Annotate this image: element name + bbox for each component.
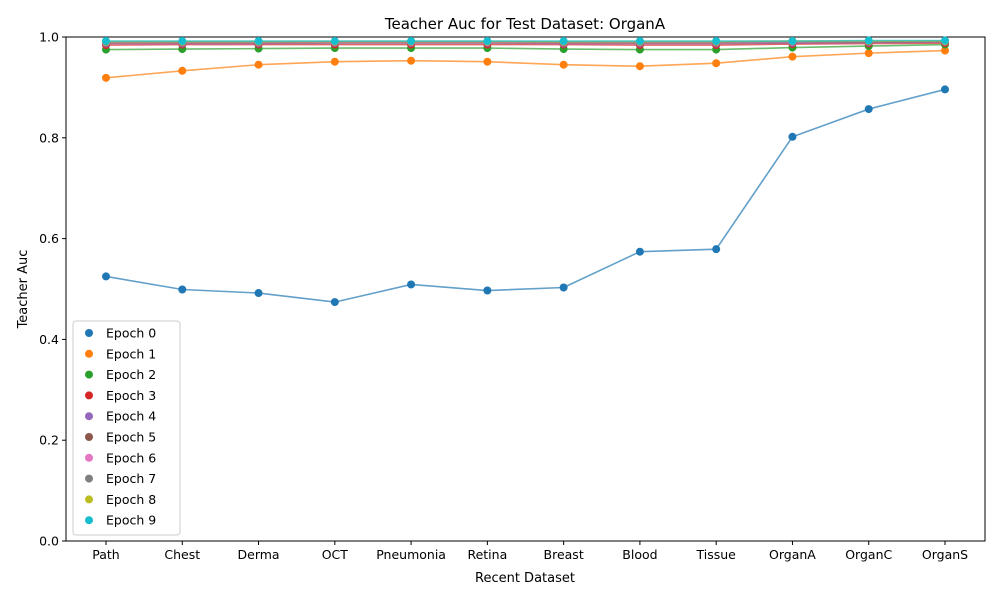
chart-title: Teacher Auc for Test Dataset: OrganA [384, 15, 666, 33]
series-line-epoch-1 [105, 49, 946, 79]
x-tick-label-breast: Breast [544, 547, 584, 562]
data-point-epoch-0 [483, 286, 492, 295]
x-tick-label-blood: Blood [622, 547, 657, 562]
data-point-epoch-1 [788, 52, 797, 61]
data-point-epoch-1 [559, 60, 568, 69]
legend-label-epoch-8: Epoch 8 [106, 492, 156, 507]
data-point-epoch-9 [941, 36, 949, 45]
legend-marker-epoch-5 [85, 433, 93, 441]
legend-label-epoch-0: Epoch 0 [106, 326, 156, 341]
y-axis-title: Teacher Auc [16, 250, 31, 330]
data-point-epoch-9 [864, 36, 873, 45]
data-point-epoch-9 [102, 37, 110, 46]
legend-marker-epoch-8 [85, 495, 93, 504]
x-tick-label-organa: OrganA [769, 547, 816, 562]
legend-marker-epoch-0 [85, 329, 93, 337]
data-point-epoch-0 [941, 85, 949, 94]
legend-marker-epoch-2 [85, 370, 93, 379]
data-point-epoch-9 [483, 37, 492, 46]
y-tick-label: 0.6 [39, 231, 59, 246]
data-point-epoch-0 [102, 272, 110, 281]
data-point-epoch-0 [407, 280, 416, 289]
legend-marker-epoch-9 [85, 516, 93, 525]
data-point-epoch-0 [635, 247, 644, 256]
data-point-epoch-9 [178, 37, 187, 46]
x-tick-label-path: Path [92, 547, 119, 562]
data-point-epoch-1 [330, 57, 339, 66]
legend-marker-epoch-6 [85, 453, 93, 462]
data-point-epoch-1 [102, 73, 110, 82]
y-tick-label: 0.0 [39, 534, 59, 549]
series-line-epoch-9 [106, 39, 945, 42]
data-point-epoch-0 [864, 105, 873, 114]
data-point-epoch-0 [178, 285, 187, 294]
plot-area: 0.0 0.2 0.4 0.6 0.8 1.0 Path Chest Derma OCT Pneum… [39, 30, 986, 562]
data-point-epoch-0 [559, 283, 568, 292]
data-point-epoch-0 [712, 245, 721, 254]
legend-label-epoch-1: Epoch 1 [106, 346, 156, 361]
data-point-epoch-1 [254, 60, 263, 69]
y-tick-label: 0.2 [39, 433, 59, 448]
x-tick-label-tissue: Tissue [695, 547, 736, 562]
legend-marker-epoch-1 [85, 349, 93, 358]
data-point-epoch-9 [712, 37, 721, 46]
x-tick-label-organs: OrganS [922, 547, 968, 562]
legend-label-epoch-4: Epoch 4 [106, 409, 156, 424]
x-tick-label-organc: OrganC [845, 547, 892, 562]
x-axis-title: Recent Dataset [475, 571, 575, 586]
legend-marker-epoch-7 [85, 474, 93, 483]
x-tick-label-retina: Retina [467, 547, 507, 562]
data-point-epoch-9 [330, 37, 339, 46]
legend-box [72, 320, 181, 536]
data-point-epoch-9 [559, 37, 568, 46]
legend-marker-epoch-4 [85, 412, 93, 421]
data-point-epoch-1 [864, 49, 873, 58]
data-point-epoch-1 [483, 57, 492, 66]
data-point-epoch-0 [788, 132, 797, 141]
x-tick-label-pneumonia: Pneumonia [376, 547, 446, 562]
data-point-epoch-9 [254, 37, 263, 46]
data-point-epoch-0 [330, 298, 339, 307]
axes-frame [65, 36, 986, 542]
data-point-epoch-1 [635, 62, 644, 71]
y-tick-label: 0.4 [39, 332, 59, 347]
legend-label-epoch-3: Epoch 3 [106, 388, 156, 403]
data-point-epoch-0 [254, 289, 263, 298]
x-tick-label-chest: Chest [164, 547, 200, 562]
series-line-epoch-0 [105, 88, 946, 303]
data-point-epoch-1 [407, 56, 416, 65]
data-point-epoch-9 [407, 37, 416, 46]
y-tick-label: 1.0 [39, 30, 59, 45]
y-tick-label: 0.8 [39, 130, 59, 145]
x-tick-label-oct: OCT [322, 547, 349, 562]
data-point-epoch-1 [712, 59, 721, 68]
data-point-epoch-9 [635, 37, 644, 46]
legend-label-epoch-7: Epoch 7 [106, 471, 156, 486]
legend-marker-epoch-3 [85, 391, 93, 400]
legend-label-epoch-9: Epoch 9 [106, 513, 156, 528]
legend-label-epoch-5: Epoch 5 [106, 430, 156, 445]
legend: Epoch 0 Epoch 1 Epoch 2 Epoch 3 Epoch 4 Epoch… [72, 320, 181, 536]
series-line-epoch-2 [105, 43, 946, 51]
data-point-epoch-1 [178, 66, 187, 75]
data-point-epoch-1 [941, 46, 949, 55]
data-point-epoch-9 [788, 37, 797, 46]
x-tick-label-derma: Derma [238, 547, 280, 562]
legend-label-epoch-6: Epoch 6 [106, 450, 156, 465]
series-line-epoch-3 [105, 42, 946, 46]
legend-label-epoch-2: Epoch 2 [106, 367, 156, 382]
